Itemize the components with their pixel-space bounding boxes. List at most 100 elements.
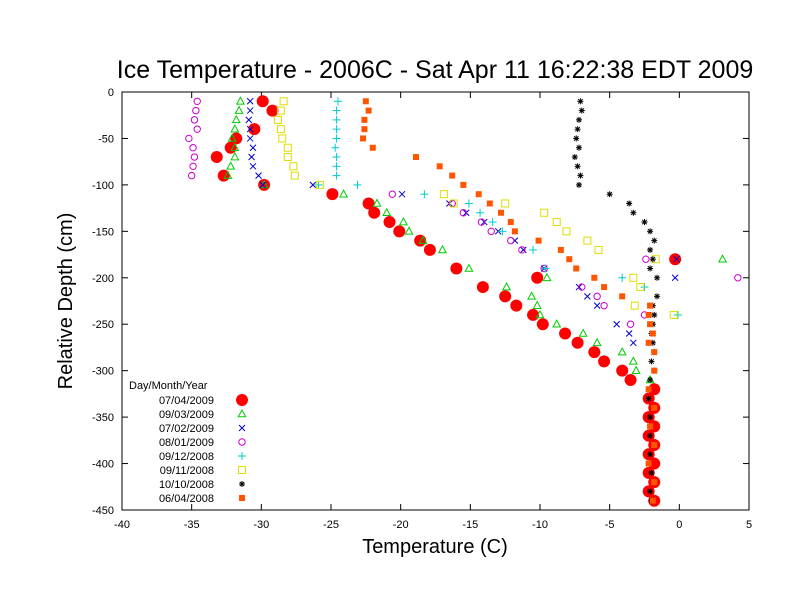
marker-shape [717,254,728,263]
data-point [436,163,443,170]
data-point [369,144,376,151]
data-point [647,321,654,328]
marker-shape [617,347,627,356]
data-point [499,290,512,303]
data-point [255,172,262,179]
data-point [309,181,317,189]
data-point [629,273,638,282]
data-point [734,274,742,282]
data-point [450,262,463,275]
data-point [576,181,583,188]
data-point [332,171,341,180]
x-tick-label: 0 [676,519,682,531]
data-point [464,263,474,272]
data-point [647,246,654,253]
marker-shape [476,281,489,294]
marker-shape [593,292,601,301]
data-point [283,153,292,162]
data-point [502,282,512,291]
marker-shape [628,356,638,365]
data-point [412,154,419,161]
data-point [617,347,627,356]
marker-shape [404,226,414,235]
marker-shape [613,320,620,328]
marker-shape [255,172,262,179]
data-point [365,107,372,114]
data-point [577,172,584,179]
x-tick-label: 5 [746,519,752,531]
marker-shape [647,265,653,272]
marker-shape [601,284,608,291]
marker-shape [647,488,653,494]
data-point [669,253,682,266]
marker-shape [190,116,199,124]
data-point [439,190,448,199]
marker-shape [210,151,223,164]
marker-shape [593,302,601,309]
data-point [388,190,397,198]
marker-shape [575,163,581,169]
data-point [193,97,201,105]
data-point [501,199,510,208]
data-point [276,125,285,134]
marker-shape [649,330,656,337]
marker-shape [519,246,527,254]
marker-shape [256,95,269,108]
data-point [362,197,375,210]
marker-shape [641,219,648,225]
axes-layer: -40 -35 -30 -25 -20 -15 -10 -5 0 50-50-100-150-20… [92,87,752,531]
legend-marker [238,438,246,446]
marker-shape [361,126,368,133]
marker-shape [629,339,637,347]
data-point [647,302,654,309]
data-point [647,432,654,439]
marker-shape [369,144,376,151]
series-10-10-2008 [571,98,661,504]
marker-shape [234,105,244,114]
data-point [477,218,486,226]
y-tick-label: -450 [92,505,114,517]
legend-label: 09/12/2008 [159,451,214,463]
data-point [475,191,482,198]
marker-shape [647,423,654,430]
marker-shape [631,365,641,374]
x-tick-label: -35 [184,519,200,531]
data-point [606,191,613,198]
legend-marker [238,466,246,474]
marker-shape [649,497,656,504]
marker-shape [487,227,495,236]
x-tick-label: -20 [393,519,409,531]
data-point [645,311,652,318]
marker-shape [645,311,652,318]
y-tick-label: -300 [92,366,114,378]
series-09-03-2009 [223,96,728,384]
marker-shape [669,310,678,319]
marker-shape [494,227,502,235]
marker-shape [398,216,408,226]
marker-shape [575,126,581,132]
data-point [552,319,562,328]
data-point [571,336,584,349]
series-layer [185,95,742,507]
data-point [246,97,254,105]
series-07-04-2009 [210,95,682,507]
marker-shape [594,245,603,254]
legend-marker [239,495,245,501]
marker-shape [436,163,443,170]
marker-shape [647,247,653,253]
data-point [249,144,257,152]
marker-shape [562,227,571,236]
data-point [641,219,648,226]
marker-shape [576,182,582,188]
marker-shape [274,115,283,124]
data-point [673,310,682,319]
data-point [437,244,448,254]
data-point [210,151,223,164]
marker-shape [497,209,504,216]
data-point [383,216,396,229]
data-point [647,488,654,495]
marker-shape [651,367,658,374]
data-point [185,134,193,143]
marker-shape [499,290,512,303]
marker-shape [671,274,679,282]
